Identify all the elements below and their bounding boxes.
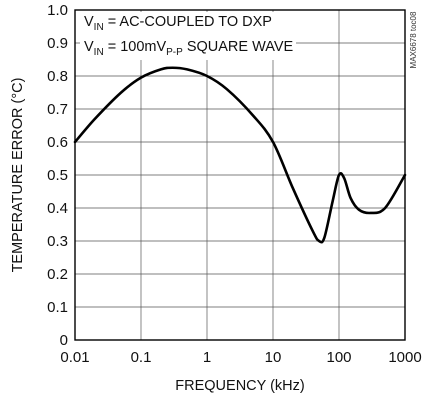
y-tick-label: 1.0 xyxy=(47,2,68,19)
y-tick-label: 0 xyxy=(60,332,68,349)
x-tick-label: 1 xyxy=(203,349,211,366)
y-tick-label: 0.2 xyxy=(47,266,68,283)
y-tick-label: 0.6 xyxy=(47,134,68,151)
y-tick-label: 0.1 xyxy=(47,299,68,316)
x-tick-label: 100 xyxy=(326,349,351,366)
y-tick-label: 0.3 xyxy=(47,233,68,250)
temperature-error-curve xyxy=(73,66,407,244)
y-tick-label: 0.9 xyxy=(47,35,68,52)
y-tick-label: 0.4 xyxy=(47,200,68,217)
y-tick-label: 0.5 xyxy=(47,167,68,184)
y-tick-label: 0.7 xyxy=(47,101,68,118)
x-tick-label: 10 xyxy=(265,349,282,366)
x-axis-title: FREQUENCY (kHz) xyxy=(175,378,304,394)
x-tick-label: 1000 xyxy=(388,349,421,366)
x-tick-label: 0.01 xyxy=(60,349,89,366)
x-tick-label: 0.1 xyxy=(131,349,152,366)
annotation-line-1: VIN = AC-COUPLED TO DXP xyxy=(84,14,272,33)
y-tick-label: 0.8 xyxy=(47,68,68,85)
annotation-box xyxy=(80,12,296,60)
tick-labels: 0 0.1 0.2 0.3 0.4 0.5 0.6 0.7 0.8 0.9 1.0 0.01 0.1 1 1… xyxy=(47,2,422,366)
side-label-bg xyxy=(406,10,418,70)
side-label: MAX6678 toc08 xyxy=(409,11,418,68)
annotation-line-2: VIN = 100mVP-P SQUARE WAVE xyxy=(84,39,294,58)
y-axis-title: TEMPERATURE ERROR (°C) xyxy=(10,78,26,273)
